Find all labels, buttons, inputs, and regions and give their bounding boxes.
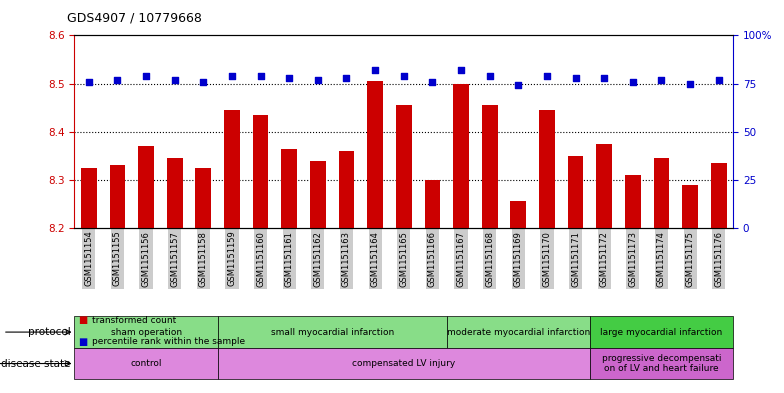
Point bbox=[655, 77, 668, 83]
Point bbox=[713, 77, 725, 83]
Bar bbox=[590, 348, 733, 379]
Bar bbox=[81, 168, 96, 228]
Text: moderate myocardial infarction: moderate myocardial infarction bbox=[447, 328, 590, 336]
Bar bbox=[110, 165, 125, 228]
Bar bbox=[252, 115, 268, 228]
Bar bbox=[396, 105, 412, 228]
Bar bbox=[167, 158, 183, 228]
Bar bbox=[281, 149, 297, 228]
Point bbox=[283, 75, 296, 81]
Point bbox=[626, 79, 639, 85]
Text: ■: ■ bbox=[78, 315, 88, 325]
Bar bbox=[510, 202, 526, 228]
Point bbox=[169, 77, 181, 83]
Point bbox=[140, 73, 152, 79]
Text: progressive decompensati
on of LV and heart failure: progressive decompensati on of LV and he… bbox=[601, 354, 721, 373]
Bar bbox=[138, 146, 154, 228]
Text: control: control bbox=[130, 359, 162, 368]
Point bbox=[598, 75, 611, 81]
Point bbox=[512, 82, 524, 88]
Point bbox=[340, 75, 353, 81]
Bar bbox=[74, 316, 218, 348]
Text: percentile rank within the sample: percentile rank within the sample bbox=[92, 338, 245, 346]
Point bbox=[368, 67, 381, 73]
Bar bbox=[597, 144, 612, 228]
Point bbox=[226, 73, 238, 79]
Point bbox=[569, 75, 582, 81]
Point bbox=[541, 73, 554, 79]
Point bbox=[455, 67, 467, 73]
Bar bbox=[539, 110, 555, 228]
Bar bbox=[218, 316, 447, 348]
Bar bbox=[568, 156, 583, 228]
Point bbox=[684, 80, 696, 86]
Point bbox=[197, 79, 209, 85]
Bar bbox=[654, 158, 670, 228]
Text: ■: ■ bbox=[78, 337, 88, 347]
Bar bbox=[711, 163, 727, 228]
Text: compensated LV injury: compensated LV injury bbox=[352, 359, 456, 368]
Text: transformed count: transformed count bbox=[92, 316, 176, 325]
Bar bbox=[218, 348, 590, 379]
Bar bbox=[447, 316, 590, 348]
Bar bbox=[424, 180, 441, 228]
Point bbox=[311, 77, 324, 83]
Bar bbox=[367, 81, 383, 228]
Text: small myocardial infarction: small myocardial infarction bbox=[270, 328, 394, 336]
Point bbox=[254, 73, 267, 79]
Point bbox=[397, 73, 410, 79]
Text: GDS4907 / 10779668: GDS4907 / 10779668 bbox=[67, 12, 201, 25]
Bar bbox=[482, 105, 498, 228]
Text: protocol: protocol bbox=[27, 327, 71, 337]
Bar bbox=[224, 110, 240, 228]
Bar bbox=[625, 175, 641, 228]
Bar bbox=[310, 160, 325, 228]
Bar bbox=[453, 83, 469, 228]
Text: sham operation: sham operation bbox=[111, 328, 182, 336]
Bar bbox=[590, 316, 733, 348]
Bar bbox=[74, 348, 218, 379]
Bar bbox=[339, 151, 354, 228]
Point bbox=[111, 77, 124, 83]
Point bbox=[82, 79, 95, 85]
Bar bbox=[195, 168, 211, 228]
Bar bbox=[682, 185, 698, 228]
Point bbox=[484, 73, 496, 79]
Text: disease state: disease state bbox=[1, 358, 71, 369]
Text: large myocardial infarction: large myocardial infarction bbox=[601, 328, 723, 336]
Point bbox=[426, 79, 439, 85]
